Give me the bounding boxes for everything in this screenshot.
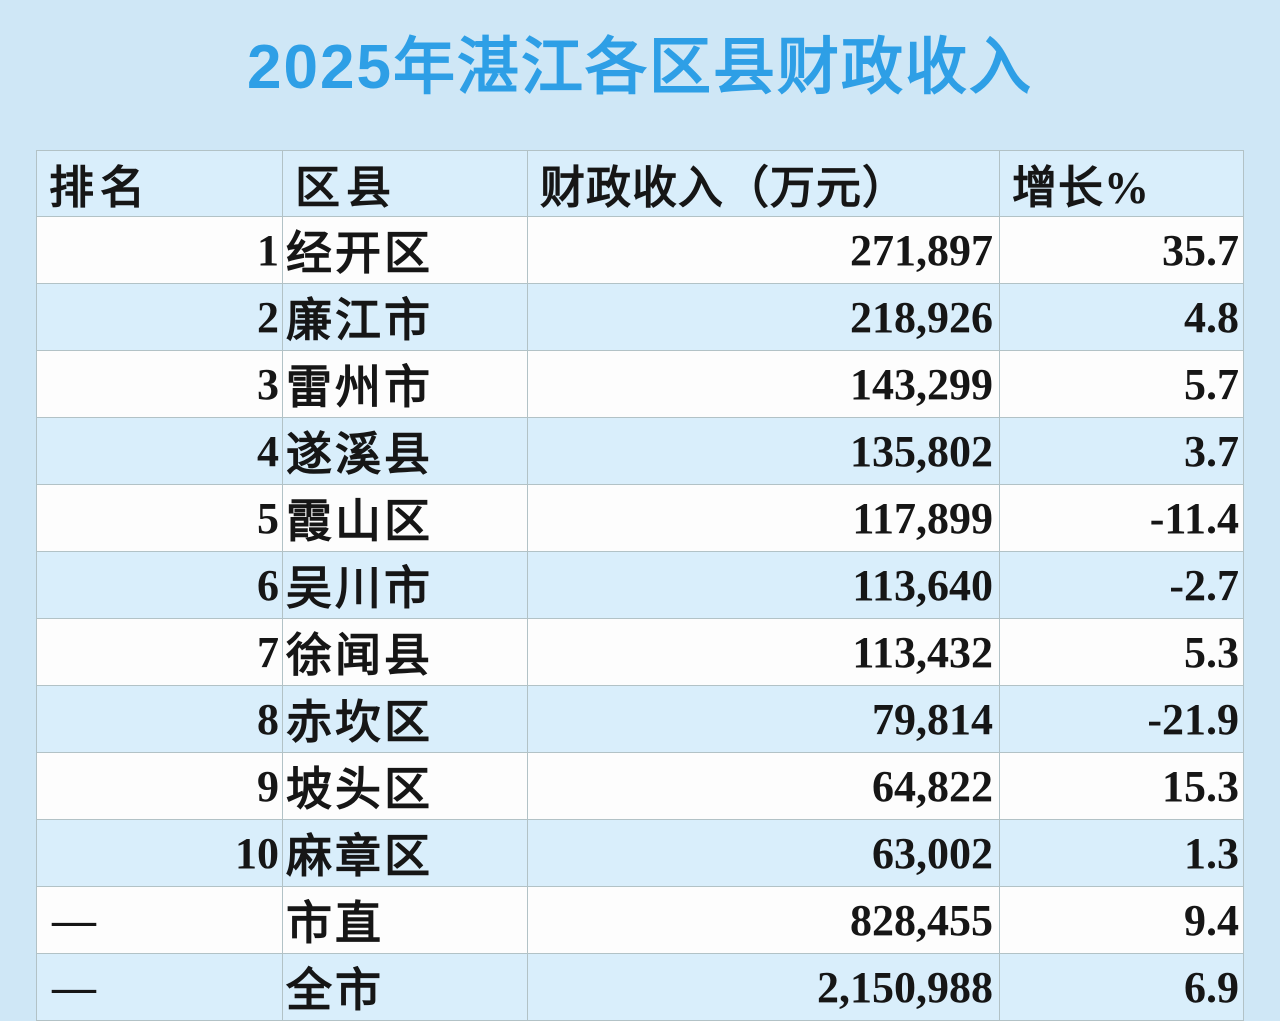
revenue-cell: 218,926 (527, 283, 1000, 351)
district-cell: 赤坎区 (282, 685, 528, 753)
rank-cell: 5 (36, 484, 283, 552)
growth-cell: 5.7 (999, 350, 1244, 418)
rank-cell: 4 (36, 417, 283, 485)
district-cell: 徐闻县 (282, 618, 528, 686)
table-row: 3 雷州市 143,299 5.7 (36, 350, 1244, 418)
table-row: — 全市 2,150,988 6.9 (36, 953, 1244, 1021)
table-row: 1 经开区 271,897 35.7 (36, 216, 1244, 284)
growth-cell: -2.7 (999, 551, 1244, 619)
rank-cell: 2 (36, 283, 283, 351)
column-header-growth: 增长% (999, 150, 1244, 217)
growth-cell: -21.9 (999, 685, 1244, 753)
table-row: — 市直 828,455 9.4 (36, 886, 1244, 954)
table-body: 1 经开区 271,897 35.7 2 廉江市 218,926 4.8 3 雷… (36, 216, 1244, 1021)
district-cell: 霞山区 (282, 484, 528, 552)
revenue-cell: 117,899 (527, 484, 1000, 552)
table-row: 8 赤坎区 79,814 -21.9 (36, 685, 1244, 753)
table-row: 9 坡头区 64,822 15.3 (36, 752, 1244, 820)
table-row: 5 霞山区 117,899 -11.4 (36, 484, 1244, 552)
district-cell: 坡头区 (282, 752, 528, 820)
rank-cell: 3 (36, 350, 283, 418)
rank-cell: 9 (36, 752, 283, 820)
revenue-cell: 135,802 (527, 417, 1000, 485)
revenue-cell: 64,822 (527, 752, 1000, 820)
revenue-cell: 113,640 (527, 551, 1000, 619)
revenue-cell: 143,299 (527, 350, 1000, 418)
table-row: 7 徐闻县 113,432 5.3 (36, 618, 1244, 686)
rank-cell: — (36, 953, 283, 1021)
growth-cell: 15.3 (999, 752, 1244, 820)
district-cell: 遂溪县 (282, 417, 528, 485)
growth-cell: -11.4 (999, 484, 1244, 552)
district-cell: 雷州市 (282, 350, 528, 418)
rank-cell: 6 (36, 551, 283, 619)
growth-cell: 3.7 (999, 417, 1244, 485)
growth-cell: 4.8 (999, 283, 1244, 351)
column-header-revenue: 财政收入（万元） (527, 150, 1000, 217)
growth-cell: 1.3 (999, 819, 1244, 887)
growth-cell: 9.4 (999, 886, 1244, 954)
table-header-row: 排名 区县 财政收入（万元） 增长% (36, 150, 1244, 217)
rank-cell: 7 (36, 618, 283, 686)
growth-cell: 6.9 (999, 953, 1244, 1021)
rank-cell: 8 (36, 685, 283, 753)
rank-cell: 1 (36, 216, 283, 284)
page-title: 2025年湛江各区县财政收入 (247, 33, 1033, 102)
district-cell: 廉江市 (282, 283, 528, 351)
table-header: 排名 区县 财政收入（万元） 增长% (36, 150, 1244, 217)
revenue-cell: 79,814 (527, 685, 1000, 753)
table-row: 2 廉江市 218,926 4.8 (36, 283, 1244, 351)
district-cell: 麻章区 (282, 819, 528, 887)
district-cell: 市直 (282, 886, 528, 954)
rank-cell: 10 (36, 819, 283, 887)
revenue-cell: 828,455 (527, 886, 1000, 954)
district-cell: 全市 (282, 953, 528, 1021)
growth-cell: 5.3 (999, 618, 1244, 686)
growth-cell: 35.7 (999, 216, 1244, 284)
table-row: 4 遂溪县 135,802 3.7 (36, 417, 1244, 485)
table-row: 6 吴川市 113,640 -2.7 (36, 551, 1244, 619)
rank-cell: — (36, 886, 283, 954)
revenue-cell: 2,150,988 (527, 953, 1000, 1021)
revenue-cell: 113,432 (527, 618, 1000, 686)
table-row: 10 麻章区 63,002 1.3 (36, 819, 1244, 887)
revenue-cell: 63,002 (527, 819, 1000, 887)
column-header-district: 区县 (282, 150, 528, 217)
fiscal-revenue-table: 排名 区县 财政收入（万元） 增长% 1 经开区 271,897 35.7 2 … (36, 150, 1244, 1021)
district-cell: 经开区 (282, 216, 528, 284)
district-cell: 吴川市 (282, 551, 528, 619)
revenue-cell: 271,897 (527, 216, 1000, 284)
column-header-rank: 排名 (36, 150, 283, 217)
